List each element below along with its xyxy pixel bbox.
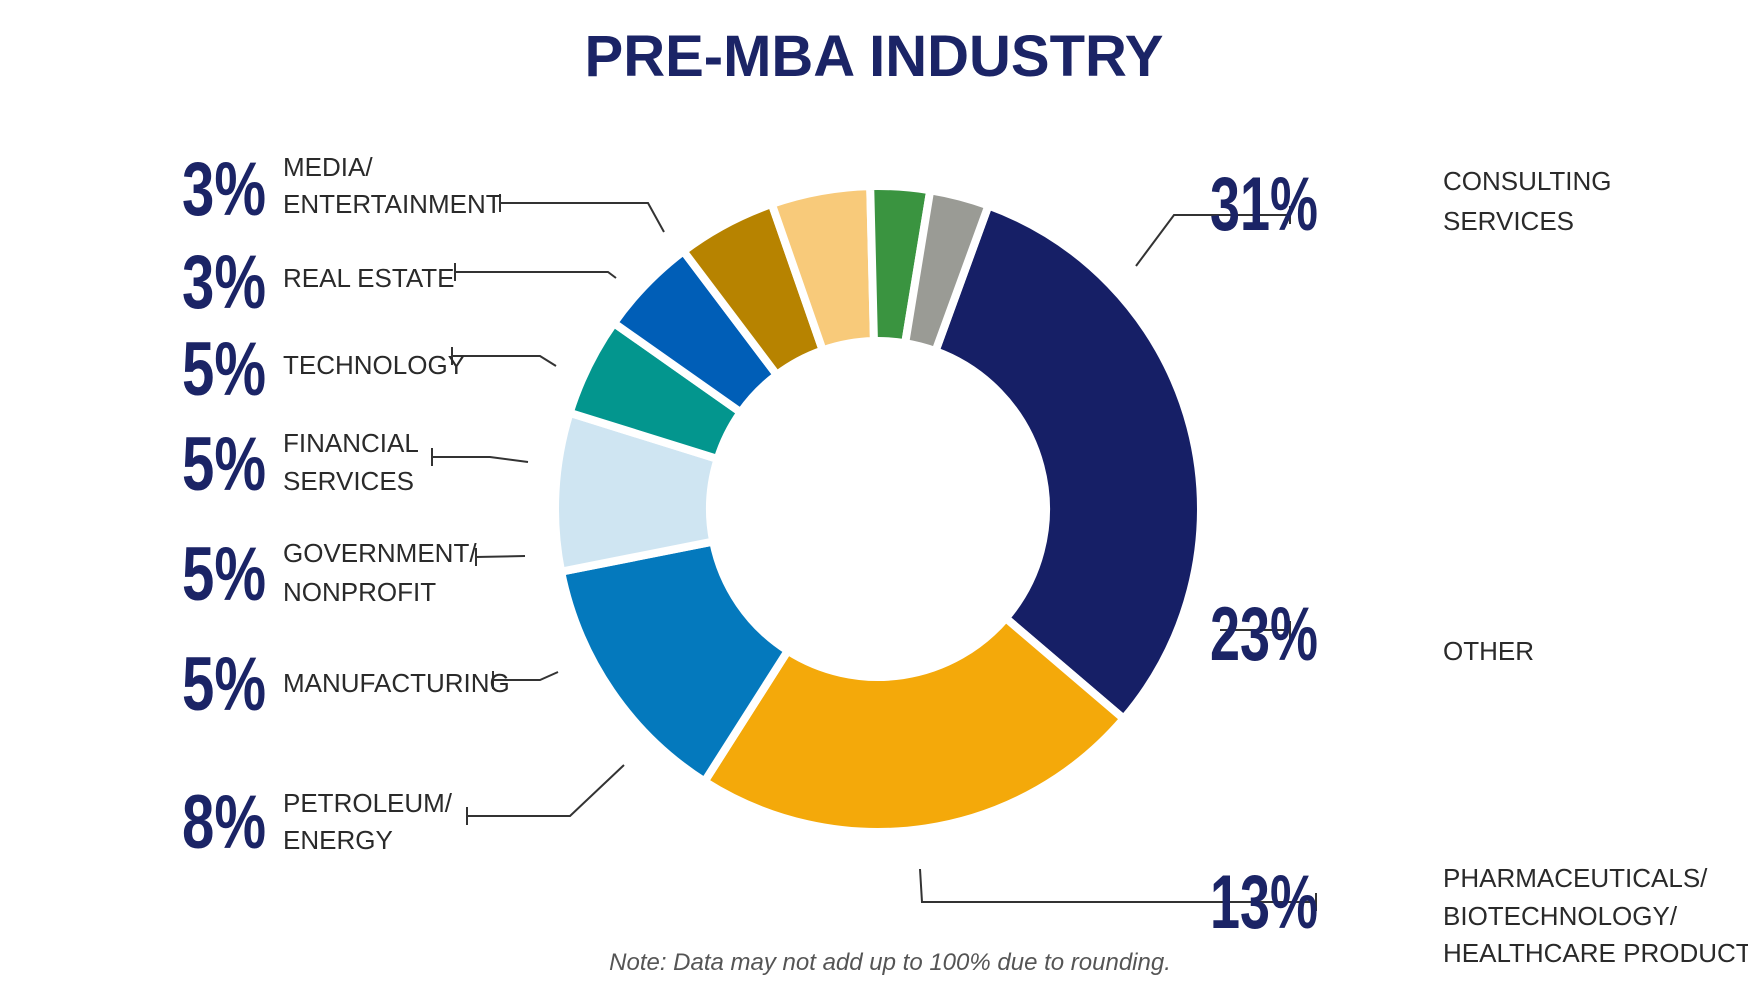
category-label: NONPROFIT xyxy=(283,577,436,607)
percent-label: 13% xyxy=(1210,860,1318,945)
category-label: BIOTECHNOLOGY/ xyxy=(1443,901,1678,931)
leader-line xyxy=(919,868,1316,903)
leader-line xyxy=(500,202,665,233)
leader-line xyxy=(452,355,557,367)
category-label: REAL ESTATE xyxy=(283,263,454,293)
category-label: MANUFACTURING xyxy=(283,668,510,698)
footnote: Note: Data may not add up to 100% due to… xyxy=(609,949,1171,976)
category-label: HEALTHCARE PRODUCTS xyxy=(1443,938,1748,968)
leader-line xyxy=(1135,214,1290,267)
leader-line xyxy=(493,671,559,681)
leader-line xyxy=(467,764,625,817)
category-label: PHARMACEUTICALS/ xyxy=(1443,863,1708,893)
percent-label: 23% xyxy=(1210,592,1318,677)
category-label: SERVICES xyxy=(1443,206,1574,236)
category-label: ENTERTAINMENT xyxy=(283,189,502,219)
percent-label: 5% xyxy=(182,422,266,507)
donut-slice xyxy=(699,612,1130,836)
leader-line xyxy=(432,456,529,463)
slices-layer xyxy=(551,181,1205,836)
percent-label: 3% xyxy=(182,240,266,325)
leader-line xyxy=(475,555,526,558)
category-label: FINANCIAL xyxy=(283,428,419,458)
percent-label: 8% xyxy=(182,780,266,865)
category-label: TECHNOLOGY xyxy=(283,350,465,380)
donut-slice xyxy=(930,200,1205,725)
category-label: GOVERNMENT/ xyxy=(283,538,477,568)
category-label: PETROLEUM/ xyxy=(283,788,453,818)
category-label: SERVICES xyxy=(283,466,414,496)
category-label: ENERGY xyxy=(283,825,393,855)
percent-label: 5% xyxy=(182,327,266,412)
donut-slice xyxy=(900,185,994,357)
percent-label: 31% xyxy=(1210,162,1318,247)
leader-lines xyxy=(431,194,1317,911)
slice-labels: 31% CONSULTING SERVICES 23% OTHER 13% PHARMACE… xyxy=(182,147,1748,968)
category-label: OTHER xyxy=(1443,636,1534,666)
chart-title: PRE-MBA INDUSTRY xyxy=(585,24,1164,89)
category-label: MEDIA/ xyxy=(283,152,373,182)
leader-line xyxy=(455,271,617,279)
percent-label: 5% xyxy=(182,532,266,617)
percent-label: 5% xyxy=(182,642,266,727)
donut-slice xyxy=(556,536,794,788)
category-label: CONSULTING xyxy=(1443,166,1612,196)
percent-label: 3% xyxy=(182,147,266,232)
